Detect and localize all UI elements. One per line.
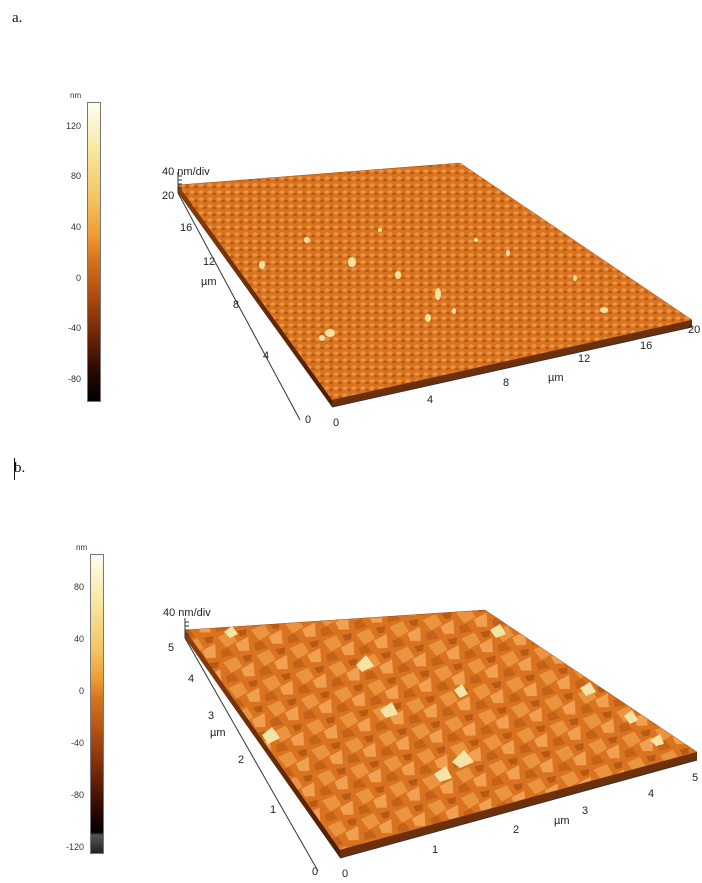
y-tick: 4 — [263, 350, 270, 362]
panel-label: b. — [14, 460, 26, 476]
colorbar-tick: -40 — [67, 323, 81, 333]
x-axis-unit: µm — [548, 372, 564, 384]
colorbar-tick: -120 — [65, 842, 84, 852]
y-tick: 0 — [305, 414, 312, 426]
grain-peaks — [259, 228, 608, 341]
colorbar-unit: nm — [70, 91, 82, 100]
colorbar-tick: 120 — [65, 121, 81, 131]
axis-ticks — [178, 175, 182, 189]
x-tick: 20 — [688, 324, 701, 336]
x-tick: 3 — [582, 805, 589, 817]
scale-label: 40 nm/div — [163, 607, 211, 619]
x-tick: 4 — [427, 394, 434, 406]
grain-peaks — [224, 624, 664, 782]
panel-label: a. — [12, 10, 23, 26]
surface-top — [184, 609, 698, 851]
x-tick: 5 — [692, 772, 699, 784]
surface-side-left — [178, 185, 332, 407]
y-tick: 5 — [168, 642, 175, 654]
y-tick: 20 — [162, 190, 175, 202]
colorbar-tick: -80 — [67, 374, 81, 384]
colorbar-tick: 40 — [73, 634, 84, 644]
afm-surface-3d — [184, 609, 698, 872]
height-colorbar — [90, 554, 104, 854]
y-tick: 12 — [203, 256, 216, 268]
y-tick: 3 — [208, 710, 215, 722]
colorbar-unit: nm — [76, 543, 88, 552]
colorbar-tick: -80 — [70, 790, 84, 800]
y-tick: 1 — [270, 804, 277, 816]
axes — [184, 618, 698, 872]
y-axis-unit: µm — [210, 727, 226, 739]
surface-top — [177, 162, 693, 401]
x-tick: 4 — [648, 788, 655, 800]
text-cursor — [14, 458, 15, 480]
height-colorbar — [87, 102, 101, 402]
x-tick: 0 — [342, 868, 349, 880]
y-tick: 2 — [238, 754, 245, 766]
colorbar-tick: -40 — [70, 738, 84, 748]
y-tick: 4 — [188, 673, 195, 685]
y-tick: 16 — [180, 222, 193, 234]
colorbar-tick: 40 — [70, 222, 81, 232]
afm-panel-b: b. nm 80 40 0 -40 -80 -120 — [0, 440, 702, 883]
colorbar-tick: 80 — [70, 171, 81, 181]
afm-panel-a: a. nm 120 80 40 0 -40 -80 — [0, 0, 702, 440]
y-axis-unit: µm — [201, 276, 217, 288]
x-tick: 2 — [513, 824, 520, 836]
x-tick: 16 — [640, 340, 653, 352]
y-tick: 8 — [233, 299, 240, 311]
surface-side-front — [332, 320, 692, 407]
surface-side-left — [185, 630, 340, 858]
x-tick: 8 — [503, 377, 510, 389]
axis-ticks — [185, 621, 189, 635]
afm-surface-3d — [177, 162, 693, 421]
scale-label: 40 nm/div — [162, 166, 210, 178]
x-tick: 0 — [333, 417, 340, 429]
x-tick: 1 — [432, 844, 439, 856]
colorbar-tick: 0 — [78, 686, 84, 696]
x-tick: 12 — [578, 353, 591, 365]
x-axis-unit: µm — [554, 815, 570, 827]
colorbar-tick: 0 — [75, 273, 81, 283]
surface-side-front — [340, 752, 697, 858]
colorbar-tick: 80 — [73, 582, 84, 592]
y-tick: 0 — [312, 866, 319, 878]
